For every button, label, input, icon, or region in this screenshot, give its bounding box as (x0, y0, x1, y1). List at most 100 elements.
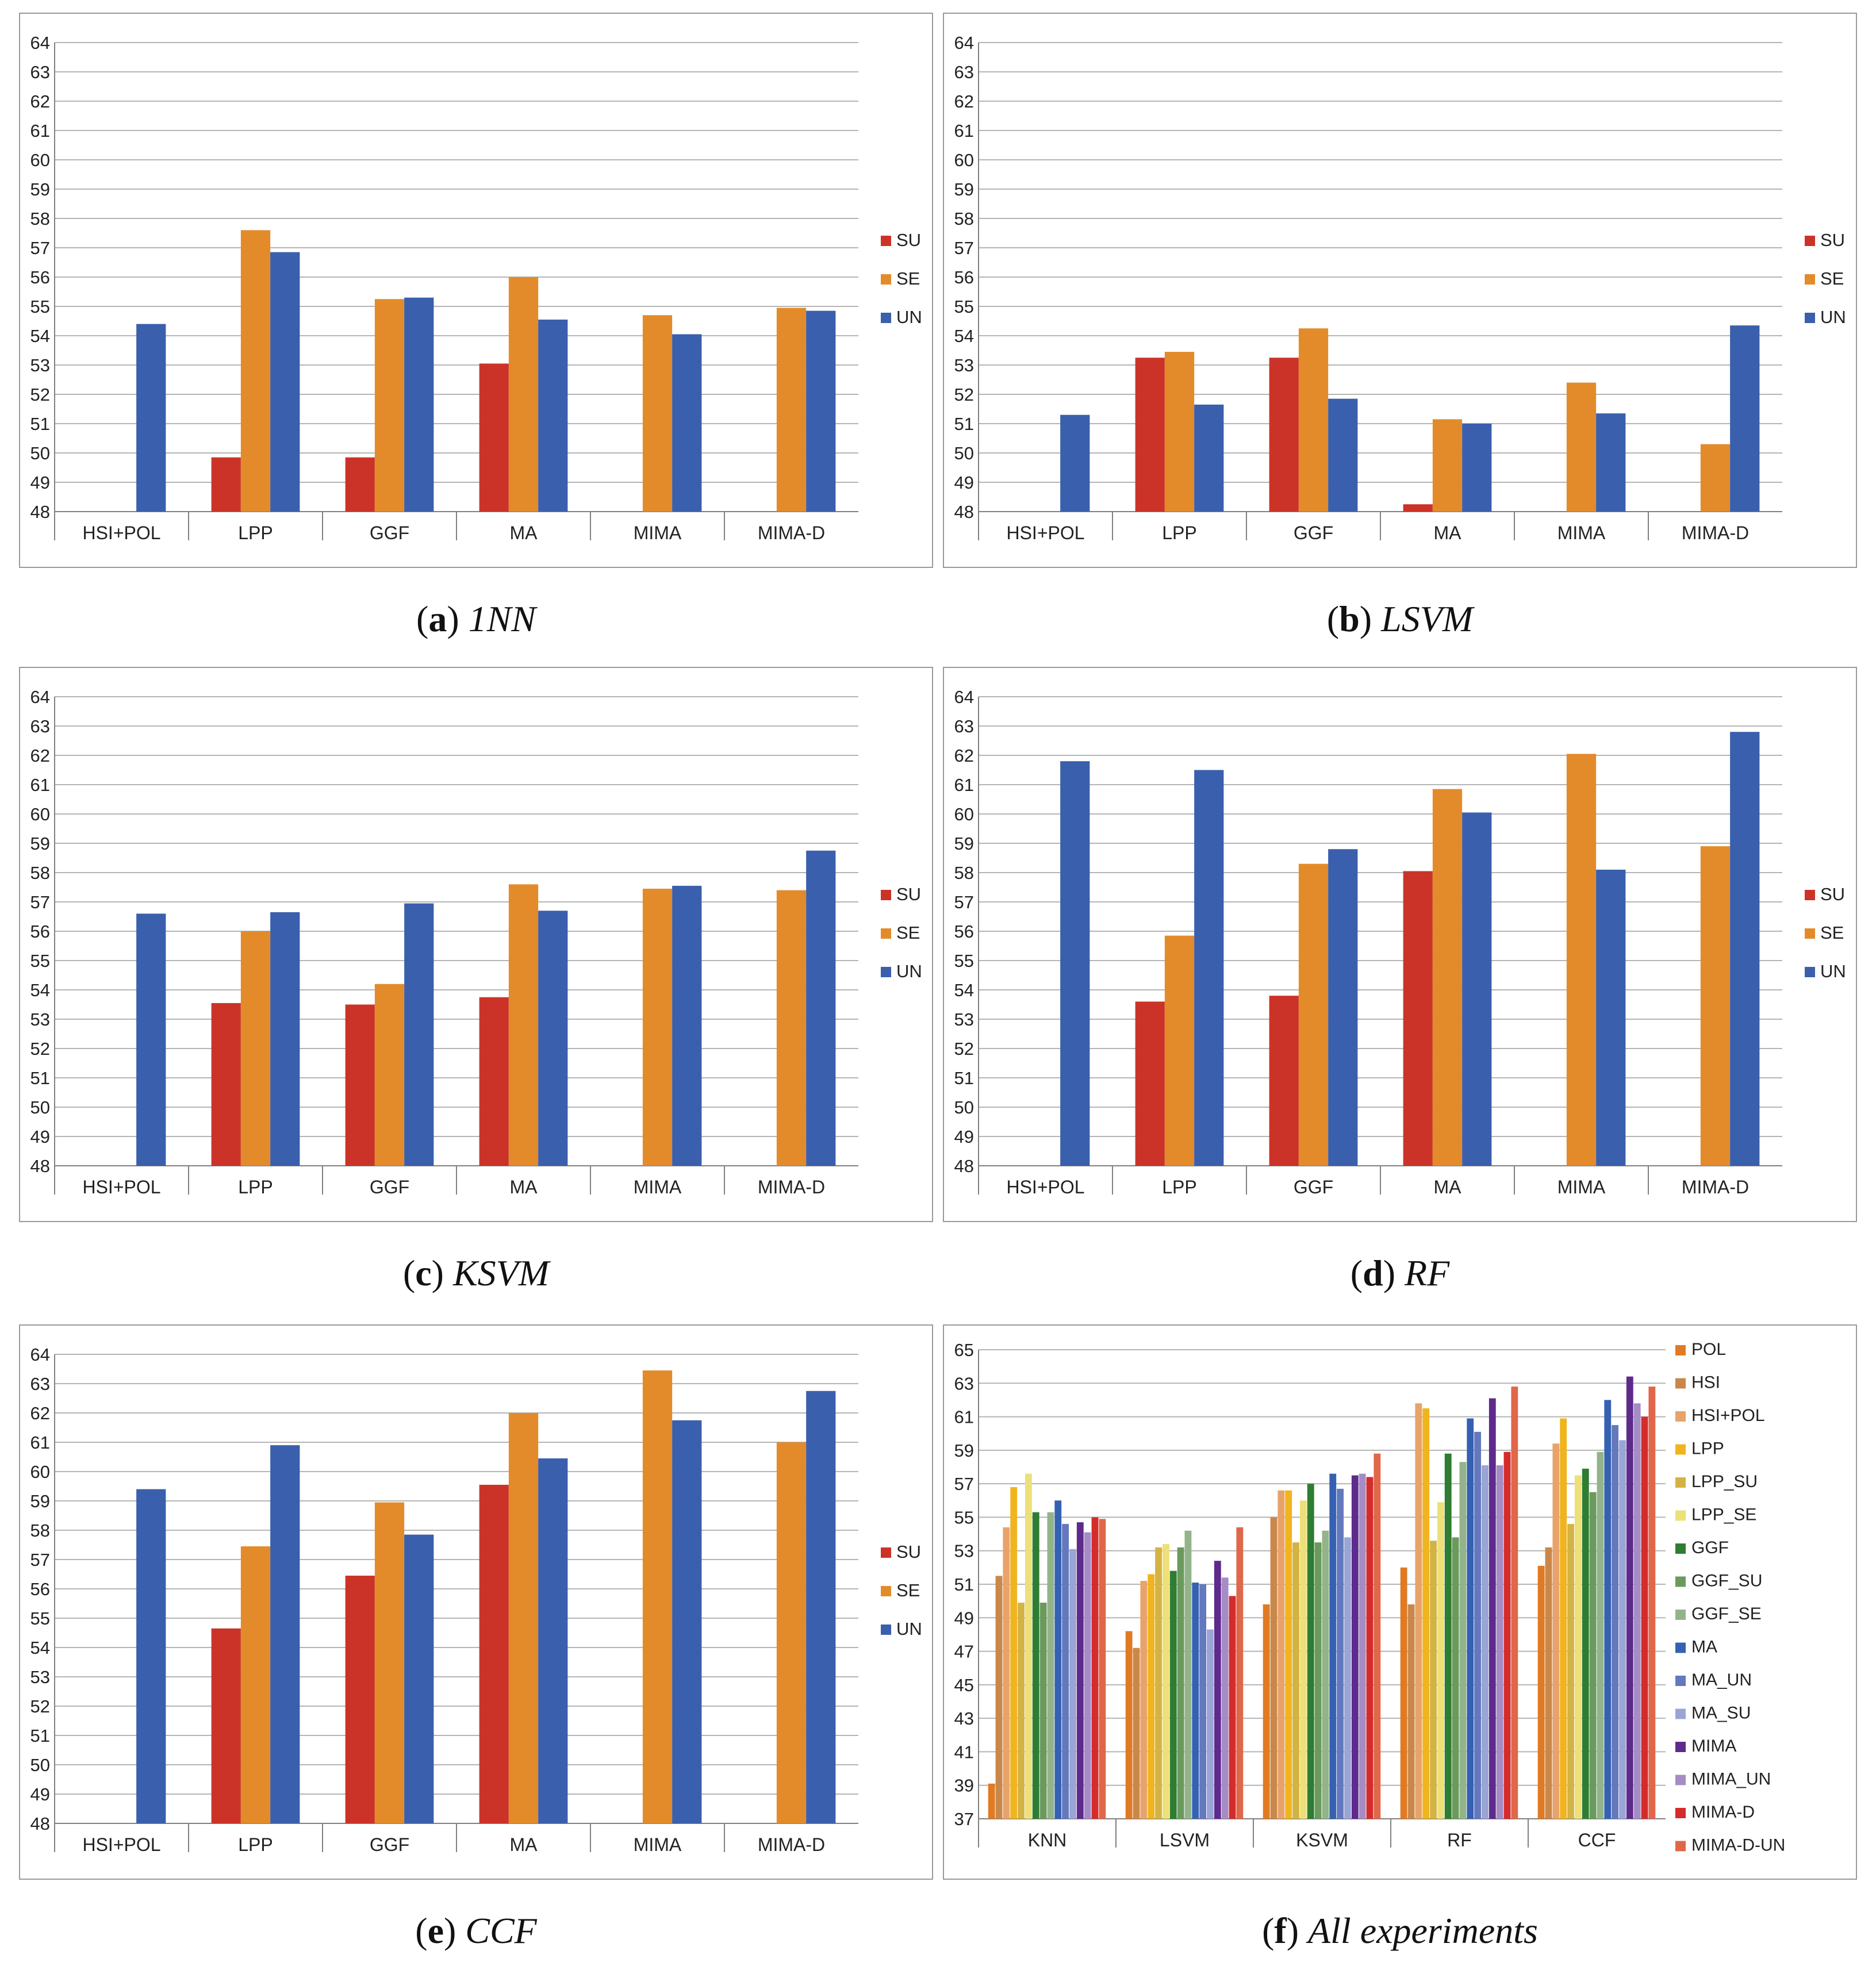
bar-b-hsi-pol-un (1060, 414, 1090, 512)
y-tick-label-c-9: 57 (30, 892, 50, 912)
y-tick-label-d-1: 49 (954, 1127, 974, 1147)
legend-label-f-mima-un: MIMA_UN (1691, 1770, 1771, 1789)
y-tick-label-b-0: 48 (954, 502, 974, 522)
y-tick-label-c-2: 50 (30, 1097, 50, 1117)
legend-swatch-f-ma-un (1675, 1676, 1686, 1686)
y-tick-label-f-11: 59 (954, 1441, 974, 1461)
bar-f-knn-mima-d-un (1099, 1519, 1106, 1819)
y-tick-label-c-13: 61 (30, 775, 50, 795)
chart-d-svg: 48 49 50 51 52 53 54 55 56 57 58 59 60 61 62 63 64 HSI+PO… (954, 687, 1846, 1197)
y-tick-label-c-6: 54 (30, 980, 50, 1000)
bar-d-ma-un (1462, 812, 1492, 1166)
bar-f-rf-ggf (1444, 1453, 1452, 1819)
y-tick-label-d-12: 60 (954, 804, 974, 824)
legend-swatch-d-se (1805, 928, 1815, 939)
legend-label-d-se: SE (1820, 923, 1844, 943)
bar-f-ccf-mima (1626, 1376, 1633, 1819)
x-category-label-a-2: GGF (370, 523, 409, 543)
bar-b-mima-d-se (1700, 444, 1731, 512)
bar-e-ma-un (538, 1458, 568, 1823)
bar-f-ccf-ma (1604, 1400, 1612, 1819)
y-tick-label-b-12: 60 (954, 150, 974, 170)
legend-swatch-f-mima-d (1675, 1808, 1686, 1818)
bar-c-hsi-pol-un (136, 913, 166, 1166)
bar-c-mima-un (672, 885, 702, 1166)
x-category-label-d-5: MIMA-D (1682, 1177, 1749, 1197)
bar-b-ma-se (1432, 419, 1463, 512)
legend-swatch-d-su (1805, 890, 1815, 900)
bar-c-lpp-su (211, 1003, 241, 1166)
x-category-label-a-0: HSI+POL (82, 523, 160, 543)
bar-c-mima-d-un (806, 850, 836, 1166)
bar-d-ma-su (1403, 871, 1433, 1166)
y-tick-label-f-0: 37 (954, 1809, 974, 1829)
bar-f-lsvm-hsi-pol (1140, 1581, 1148, 1819)
y-tick-label-c-3: 51 (30, 1068, 50, 1088)
bar-f-lsvm-ma (1192, 1583, 1199, 1819)
bar-d-ma-se (1432, 789, 1463, 1166)
y-tick-label-e-12: 60 (30, 1462, 50, 1482)
bar-e-lpp-se (240, 1546, 271, 1823)
x-category-label-b-4: MIMA (1557, 523, 1606, 543)
bar-f-ccf-ma-su (1619, 1440, 1626, 1819)
bar-f-ccf-ggf-su (1589, 1492, 1597, 1819)
bar-d-ggf-un (1328, 849, 1358, 1166)
bar-e-ggf-su (345, 1576, 375, 1823)
y-tick-label-c-5: 53 (30, 1009, 50, 1030)
chart-panel-e: 48 49 50 51 52 53 54 55 56 57 58 59 60 61 62 63 64 HSI+PO… (19, 1324, 933, 1880)
y-tick-label-e-3: 51 (30, 1726, 50, 1746)
bar-f-rf-ma (1467, 1418, 1474, 1819)
legend-label-f-ggf-se: GGF_SE (1691, 1604, 1762, 1623)
legend-swatch-b-un (1805, 313, 1815, 323)
caption-e-text: CCF (465, 1910, 537, 1951)
bar-a-lpp-se (240, 230, 271, 512)
bar-a-lpp-su (211, 457, 241, 512)
bar-b-ggf-se (1298, 328, 1329, 512)
bar-a-ggf-su (345, 457, 375, 512)
legend-label-f-mima-d-un: MIMA-D-UN (1691, 1836, 1785, 1855)
bar-f-lsvm-pol (1125, 1631, 1133, 1819)
bar-f-rf-ggf-se (1459, 1462, 1467, 1819)
y-tick-label-a-13: 61 (30, 121, 50, 141)
y-tick-label-a-15: 63 (30, 62, 50, 82)
y-tick-label-b-5: 53 (954, 355, 974, 375)
caption-b-text: LSVM (1381, 598, 1474, 639)
legend-swatch-f-hsi (1675, 1378, 1686, 1389)
bar-f-knn-ggf-su (1039, 1603, 1047, 1819)
bar-a-hsi-pol-un (136, 324, 166, 512)
bar-f-rf-lpp-se (1437, 1502, 1444, 1819)
legend-swatch-d-un (1805, 967, 1815, 977)
bar-f-ksvm-pol (1263, 1604, 1270, 1819)
legend-label-e-se: SE (896, 1580, 920, 1600)
y-tick-label-f-4: 45 (954, 1675, 974, 1695)
bar-d-lpp-un (1194, 770, 1224, 1166)
bar-f-ksvm-mima-un (1359, 1473, 1366, 1819)
y-tick-label-c-15: 63 (30, 716, 50, 736)
y-tick-label-c-7: 55 (30, 951, 50, 971)
x-category-label-a-5: MIMA-D (758, 523, 825, 543)
y-tick-label-f-2: 41 (954, 1742, 974, 1762)
legend-label-b-se: SE (1820, 268, 1844, 289)
bar-f-ccf-lpp-su (1567, 1524, 1574, 1819)
y-tick-label-d-15: 63 (954, 716, 974, 736)
x-category-label-c-3: MA (510, 1177, 538, 1197)
legend-label-e-su: SU (896, 1542, 921, 1562)
legend-swatch-f-ma-su (1675, 1708, 1686, 1719)
y-tick-label-c-14: 62 (30, 746, 50, 766)
x-category-label-f-0: KNN (1028, 1830, 1067, 1850)
legend-swatch-f-hsi-pol (1675, 1411, 1686, 1422)
bar-e-lpp-su (211, 1628, 241, 1823)
legend-swatch-a-su (881, 236, 891, 246)
y-tick-label-d-5: 53 (954, 1009, 974, 1030)
legend-label-e-un: UN (896, 1619, 922, 1639)
x-category-label-a-3: MA (510, 523, 538, 543)
y-tick-label-f-12: 61 (954, 1407, 974, 1427)
bar-f-ksvm-lpp (1285, 1490, 1292, 1819)
legend-label-f-mima: MIMA (1691, 1737, 1736, 1756)
y-tick-label-b-9: 57 (954, 238, 974, 258)
legend-label-f-hsi-pol: HSI+POL (1691, 1406, 1765, 1425)
x-category-label-a-4: MIMA (634, 523, 682, 543)
bar-f-ccf-lpp-se (1574, 1475, 1582, 1819)
y-tick-label-a-7: 55 (30, 297, 50, 317)
y-tick-label-f-1: 39 (954, 1776, 974, 1796)
